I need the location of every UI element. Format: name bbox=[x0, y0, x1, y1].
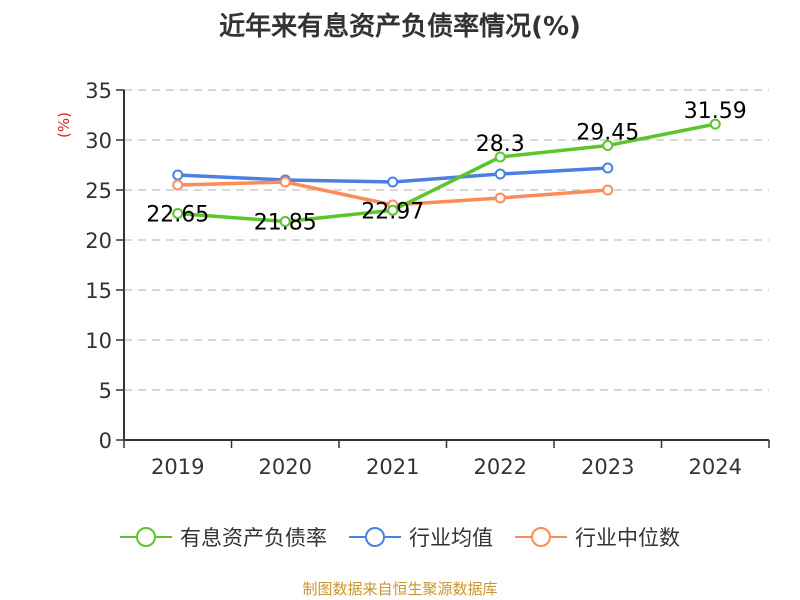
y-tick-label: 25 bbox=[85, 179, 112, 203]
y-tick-label: 0 bbox=[99, 429, 112, 453]
data-label: 21.85 bbox=[254, 211, 317, 236]
y-tick-label: 20 bbox=[85, 229, 112, 253]
x-tick-label: 2021 bbox=[366, 455, 419, 479]
legend-marker-icon bbox=[120, 527, 172, 547]
chart-title: 近年来有息资产负债率情况(%) bbox=[219, 12, 581, 42]
legend-item-median[interactable]: 行业中位数 bbox=[515, 522, 680, 552]
data-point-marker bbox=[602, 140, 614, 151]
x-tick-label: 2024 bbox=[689, 455, 742, 479]
data-point-marker bbox=[387, 204, 399, 216]
data-point-marker bbox=[279, 216, 291, 227]
data-point-marker bbox=[279, 176, 291, 188]
line-chart: 0 5 10 15 20 25 30 35 2019 2020 2021 2022 2023 2024 (%… bbox=[55, 79, 770, 479]
x-tick-label: 2023 bbox=[581, 455, 634, 479]
y-tick-label: 15 bbox=[85, 279, 112, 303]
data-point-marker bbox=[494, 192, 506, 204]
data-point-marker bbox=[172, 179, 184, 191]
legend-item-avg[interactable]: 行业均值 bbox=[349, 522, 493, 552]
data-label: 29.45 bbox=[576, 121, 639, 146]
data-point-marker bbox=[709, 118, 721, 130]
y-tick-label: 10 bbox=[85, 329, 112, 353]
data-point-marker bbox=[494, 168, 506, 180]
legend-label: 有息资产负债率 bbox=[180, 526, 327, 550]
legend: 有息资产负债率 行业均值 行业中位数 bbox=[0, 522, 800, 552]
legend-marker-icon bbox=[515, 527, 567, 547]
data-label: 22.65 bbox=[146, 203, 209, 228]
data-label: 28.3 bbox=[476, 132, 525, 157]
data-point-marker bbox=[602, 162, 614, 174]
series-line bbox=[177, 122, 716, 224]
x-tick-label: 2020 bbox=[259, 455, 312, 479]
data-point-marker bbox=[387, 176, 399, 188]
legend-marker-icon bbox=[349, 527, 401, 547]
x-tick-label: 2019 bbox=[151, 455, 204, 479]
y-tick-label: 35 bbox=[85, 79, 112, 103]
data-point-marker bbox=[602, 184, 614, 196]
data-label: 22.97 bbox=[361, 199, 424, 224]
legend-item-main[interactable]: 有息资产负债率 bbox=[120, 522, 327, 552]
y-tick-label: 5 bbox=[99, 379, 112, 403]
legend-label: 行业均值 bbox=[409, 526, 493, 550]
y-unit-label: (%) bbox=[55, 112, 73, 138]
y-tick-label: 30 bbox=[85, 129, 112, 153]
data-point-marker bbox=[494, 151, 506, 163]
data-label: 31.59 bbox=[684, 99, 747, 124]
data-source-note: 制图数据来自恒生聚源数据库 bbox=[302, 580, 498, 598]
legend-label: 行业中位数 bbox=[575, 526, 680, 550]
x-tick-label: 2022 bbox=[474, 455, 527, 479]
data-point-marker bbox=[172, 169, 184, 181]
data-point-marker bbox=[172, 208, 184, 219]
